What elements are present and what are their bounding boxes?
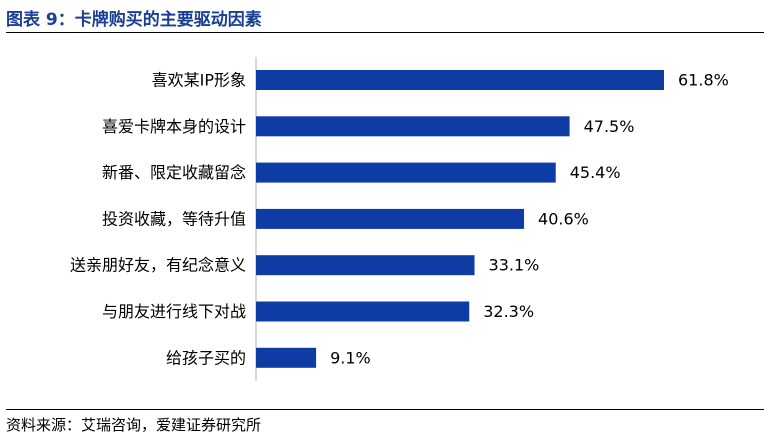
source-note: 资料来源：艾瑞咨询，爱建证券研究所 — [6, 416, 262, 434]
bar — [256, 301, 470, 322]
category-label: 喜爱卡牌本身的设计 — [102, 117, 246, 136]
value-label: 40.6% — [538, 209, 589, 228]
category-label: 送亲朋好友，有纪念意义 — [70, 256, 246, 275]
category-label: 给孩子买的 — [166, 348, 246, 367]
source-divider — [6, 409, 764, 410]
value-label: 47.5% — [584, 117, 635, 136]
bar — [256, 208, 525, 229]
category-label: 喜欢某IP形象 — [152, 71, 246, 90]
category-label: 与朋友进行线下对战 — [102, 302, 246, 321]
bar — [256, 116, 570, 137]
bar — [256, 255, 475, 276]
bar — [256, 162, 556, 183]
bar — [256, 70, 664, 90]
value-label: 61.8% — [678, 71, 729, 90]
value-label: 45.4% — [570, 163, 621, 182]
title-divider — [6, 32, 764, 33]
bar-group: 喜欢某IP形象 61.8% 喜爱卡牌本身的设计 47.5% 新番、限定收藏留念 45.4%… — [70, 70, 729, 368]
value-label: 32.3% — [483, 302, 534, 321]
category-label: 新番、限定收藏留念 — [102, 163, 246, 182]
bar-chart: 喜欢某IP形象 61.8% 喜爱卡牌本身的设计 47.5% 新番、限定收藏留念 45.4%… — [70, 56, 729, 381]
category-label: 投资收藏，等待升值 — [102, 209, 246, 228]
figure-title: 图表 9：卡牌购买的主要驱动因素 — [6, 10, 262, 30]
value-label: 9.1% — [330, 348, 371, 367]
bar — [256, 347, 317, 368]
value-label: 33.1% — [489, 256, 540, 275]
